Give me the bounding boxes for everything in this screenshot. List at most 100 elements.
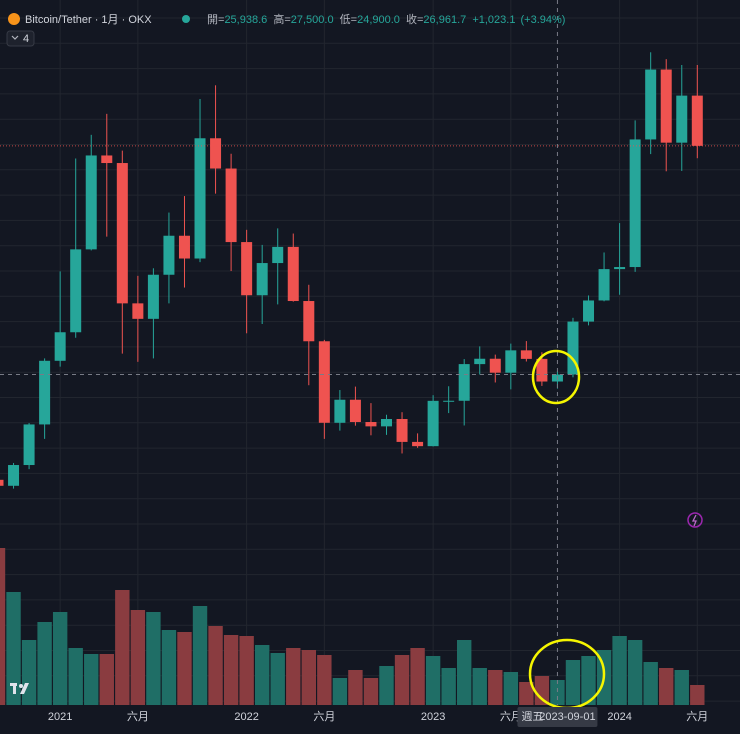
candle-body <box>412 441 424 447</box>
candle-body <box>505 350 517 373</box>
volume-bar <box>565 660 581 705</box>
crosshair-weekday: 週五 <box>521 710 543 723</box>
volume-bar <box>239 636 254 705</box>
candle-body <box>520 350 532 359</box>
volume-bar <box>146 612 161 705</box>
x-tick-label: 2021 <box>48 711 72 723</box>
candle-body <box>474 358 486 365</box>
volume-bar <box>441 668 456 705</box>
volume-bar <box>643 662 658 705</box>
volume-bar <box>394 655 410 705</box>
candle-body <box>660 69 672 143</box>
candle-body <box>0 479 4 486</box>
candle-body <box>23 424 35 466</box>
candle-body <box>163 235 175 275</box>
candle-body <box>303 301 315 342</box>
volume-bar <box>115 590 130 705</box>
logo <box>10 683 29 694</box>
high-value: 27,500.0 <box>291 14 334 26</box>
alert-icon[interactable] <box>687 512 703 528</box>
candle-body <box>645 69 657 140</box>
volume-bar <box>161 630 177 705</box>
candle-body <box>489 358 501 373</box>
volume-bar <box>488 670 503 705</box>
volume-bar <box>457 640 472 705</box>
volume-bar <box>301 650 316 705</box>
candle-body <box>334 399 346 423</box>
candle-body <box>443 400 455 402</box>
candle-body <box>70 249 82 333</box>
x-tick-label: 六月 <box>500 710 522 723</box>
volume-bar <box>99 654 114 705</box>
logo-part <box>20 683 29 694</box>
indicator-toggle[interactable] <box>6 30 35 47</box>
volume-bar <box>223 635 239 705</box>
volume-bar <box>581 656 596 705</box>
candle-body <box>225 168 237 243</box>
volume-bar <box>503 672 519 705</box>
candle-body <box>116 163 128 304</box>
volume-bar <box>208 626 223 705</box>
candle-body <box>101 155 113 164</box>
candle-body <box>272 246 284 264</box>
volume-bar <box>332 678 348 705</box>
x-tick-label: 六月 <box>686 710 708 723</box>
x-tick-label: 六月 <box>313 710 335 723</box>
x-tick-label: 2022 <box>234 711 258 723</box>
candle-body <box>349 399 361 423</box>
chevron-icon <box>11 35 19 40</box>
candle-body <box>194 138 206 259</box>
candle-body <box>567 321 579 375</box>
candle-body <box>318 341 330 423</box>
crosshair-date: 2023-09-01 <box>539 711 595 723</box>
symbol-icon <box>8 13 20 25</box>
candle-body <box>691 95 703 146</box>
volume-bar <box>130 610 146 705</box>
volume-bar <box>612 636 627 705</box>
volume-bar <box>379 666 394 705</box>
change: +1,023.1 <box>472 14 515 26</box>
candle-body <box>210 138 222 169</box>
volume-bar <box>6 592 21 705</box>
candle-body <box>427 400 439 447</box>
candle-body <box>85 155 97 250</box>
change-percent: (+3.94%) <box>521 14 566 26</box>
annotation-circle <box>531 349 581 405</box>
volume-bar <box>363 678 379 705</box>
volume-bar <box>550 680 565 705</box>
volume-bar <box>659 668 674 705</box>
candle-body <box>8 465 20 486</box>
marks <box>0 0 740 705</box>
candle-body <box>287 246 299 302</box>
candle-body <box>132 303 144 319</box>
candle-body <box>39 360 51 425</box>
candle-body <box>583 300 595 322</box>
candle-body <box>147 274 159 319</box>
alert-bolt <box>691 514 697 527</box>
candle-body <box>458 364 470 401</box>
candle-body <box>598 269 610 301</box>
volume-bar <box>534 676 550 705</box>
ohlc-legend: 開=25,938.6 高=27,500.0 低=24,900.0 收=26,96… <box>207 12 565 26</box>
close-value: 26,961.7 <box>423 14 466 26</box>
candle-body <box>536 358 548 382</box>
candle-body <box>256 263 268 296</box>
volume-bar <box>0 548 6 705</box>
candle-body <box>676 95 688 143</box>
header: Bitcoin/Tether · 1月 · OKX 開=25,938.6 高=2… <box>6 12 565 47</box>
low-value: 24,900.0 <box>357 14 400 26</box>
symbol-title: Bitcoin/Tether · 1月 · OKX <box>25 14 152 26</box>
candle-body <box>241 242 253 296</box>
logo-part <box>19 684 23 688</box>
open-label: 開= <box>207 13 224 26</box>
x-tick-label: 六月 <box>127 710 149 723</box>
volume-bar <box>270 653 285 705</box>
volume-bar <box>37 622 52 705</box>
volume-bar <box>68 648 83 705</box>
volume-bar <box>52 612 68 705</box>
volume-bar <box>286 648 301 705</box>
crosshair-label-box <box>517 707 598 727</box>
